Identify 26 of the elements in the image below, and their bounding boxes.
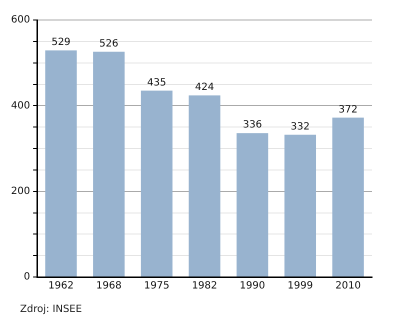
bar	[45, 50, 77, 276]
y-tick-label: 200	[10, 186, 30, 197]
bar	[284, 134, 316, 276]
x-tick-label: 1962	[48, 280, 74, 292]
x-tick-label: 2010	[335, 280, 361, 292]
y-tick-label: 0	[24, 272, 30, 283]
x-tick-label: 1982	[192, 280, 218, 292]
bar	[188, 95, 220, 276]
bar	[93, 52, 125, 276]
data-label: 424	[194, 82, 214, 93]
data-label: 336	[242, 120, 262, 131]
data-label: 526	[99, 38, 118, 50]
y-tick-label: 600	[10, 14, 30, 26]
y-tick-label: 400	[10, 100, 30, 112]
data-label: 332	[290, 121, 310, 132]
bar	[332, 118, 364, 276]
x-tick-label: 1999	[288, 280, 313, 292]
x-tick-label: 1968	[96, 280, 122, 292]
text: Zdroj: INSEE	[20, 304, 82, 315]
data-label: 529	[51, 37, 71, 48]
x-tick-label: 1975	[144, 280, 170, 292]
data-label: 372	[338, 104, 358, 116]
data-label: 435	[147, 77, 166, 88]
bar	[140, 90, 172, 276]
bar	[236, 133, 268, 276]
x-tick-label: 1990	[240, 280, 266, 292]
